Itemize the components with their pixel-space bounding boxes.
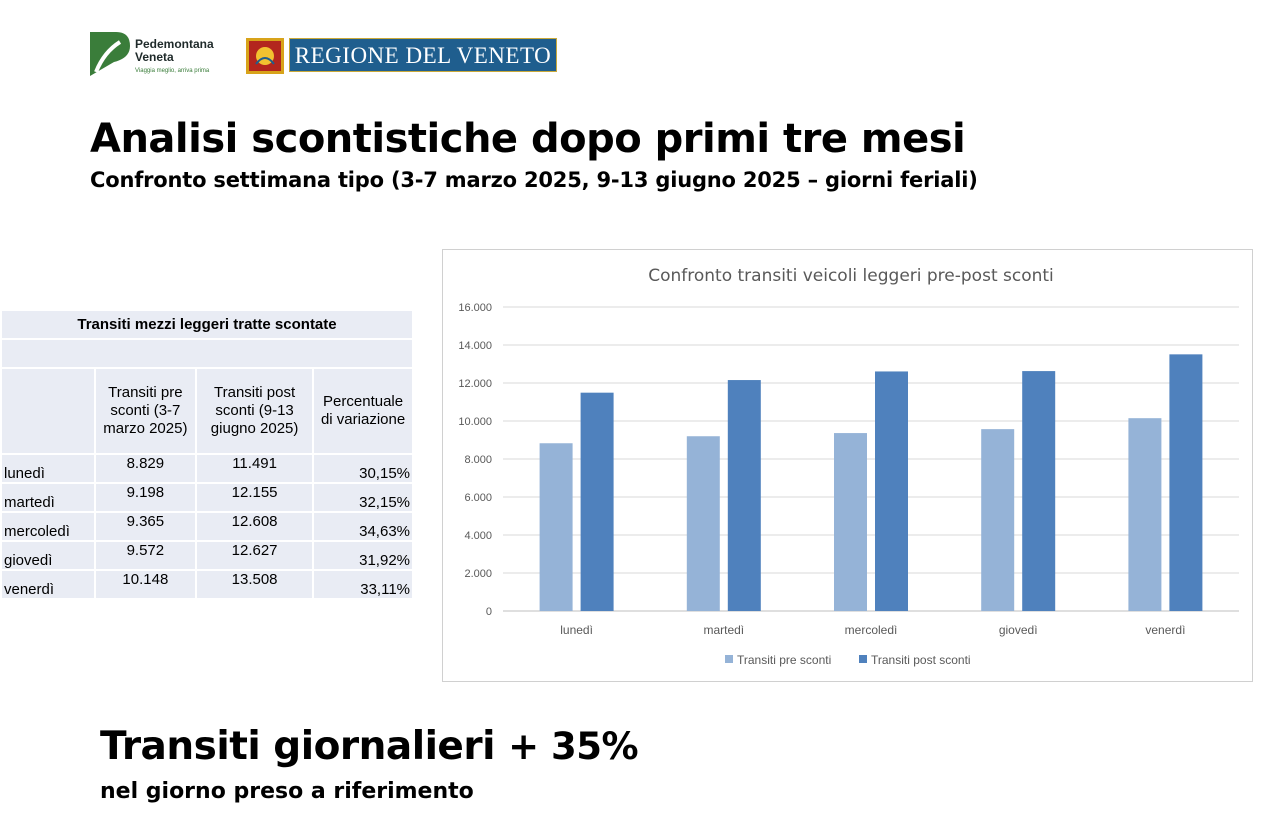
- pedemontana-mark-icon: [90, 32, 130, 76]
- bar-pre: [981, 429, 1015, 611]
- x-tick-label: venerdì: [1145, 623, 1185, 637]
- table-cell-day: giovedì: [2, 542, 94, 569]
- regione-veneto-logo: REGIONE DEL VENETO: [246, 38, 558, 74]
- bar-pre: [539, 443, 573, 611]
- bar-post: [875, 371, 908, 611]
- y-tick-label: 12.000: [458, 378, 492, 390]
- table-cell-variation: 34,63%: [314, 513, 412, 540]
- table-cell-pre: 10.148: [95, 571, 196, 598]
- table-cell-variation: 31,92%: [314, 542, 412, 569]
- page-subtitle: Confronto settimana tipo (3-7 marzo 2025…: [90, 168, 978, 192]
- table-cell-post: 13.508: [197, 571, 313, 598]
- bar-post: [727, 380, 761, 611]
- table-cell-post: 12.155: [197, 484, 313, 511]
- y-tick-label: 14.000: [458, 340, 492, 352]
- y-tick-label: 8.000: [464, 454, 492, 466]
- table-cell-post: 12.608: [197, 513, 313, 540]
- bar-post: [580, 392, 614, 611]
- legend-swatch: [725, 655, 733, 663]
- table-header-day: [2, 369, 94, 453]
- chart-title: Confronto transiti veicoli leggeri pre-p…: [648, 266, 1054, 286]
- pedemontana-tagline: Viaggia meglio, arriva prima: [135, 68, 210, 74]
- table-row: mercoledì 9.365 12.608 34,63%: [2, 513, 412, 540]
- table-cell-pre: 9.365: [95, 513, 196, 540]
- table-cell-pre: 9.198: [95, 484, 196, 511]
- y-tick-label: 0: [486, 606, 492, 618]
- bar-post: [1022, 371, 1056, 611]
- x-tick-label: mercoledì: [845, 623, 898, 637]
- table-row: lunedì 8.829 11.491 30,15%: [2, 455, 412, 482]
- table-blank-row: [2, 340, 412, 367]
- table-cell-day: martedì: [2, 484, 94, 511]
- x-tick-label: martedì: [703, 623, 744, 637]
- bar-pre: [1128, 418, 1162, 611]
- regione-veneto-banner: REGIONE DEL VENETO: [289, 38, 557, 72]
- table-header-variation: Percentuale di variazione: [314, 369, 412, 453]
- lion-emblem-icon: [246, 38, 284, 74]
- table-cell-variation: 33,11%: [314, 571, 412, 598]
- regione-veneto-name: REGIONE DEL VENETO: [294, 43, 552, 68]
- page-title: Analisi scontistiche dopo primi tre mesi: [90, 116, 966, 162]
- y-tick-label: 6.000: [464, 492, 492, 504]
- bar-pre: [834, 433, 867, 611]
- legend-label: Transiti post sconti: [871, 653, 971, 667]
- table-cell-post: 11.491: [197, 455, 313, 482]
- table-cell-day: mercoledì: [2, 513, 94, 540]
- table-header-post: Transiti post sconti (9-13 giugno 2025): [197, 369, 313, 453]
- table-title: Transiti mezzi leggeri tratte scontate: [2, 311, 412, 338]
- table-header-pre: Transiti pre sconti (3-7 marzo 2025): [95, 369, 196, 453]
- table-cell-day: lunedì: [2, 455, 94, 482]
- table-row: giovedì 9.572 12.627 31,92%: [2, 542, 412, 569]
- bar-pre: [686, 436, 720, 611]
- transits-table: Transiti mezzi leggeri tratte scontate T…: [0, 309, 414, 600]
- table-cell-post: 12.627: [197, 542, 313, 569]
- y-tick-label: 16.000: [458, 302, 492, 314]
- y-tick-label: 2.000: [464, 568, 492, 580]
- x-tick-label: giovedì: [999, 623, 1038, 637]
- table-row: martedì 9.198 12.155 32,15%: [2, 484, 412, 511]
- pedemontana-name: Pedemontana Veneta: [135, 37, 214, 64]
- y-tick-label: 10.000: [458, 416, 492, 428]
- table-cell-variation: 32,15%: [314, 484, 412, 511]
- pedemontana-logo: Pedemontana Veneta Viaggia meglio, arriv…: [90, 32, 230, 78]
- table-cell-pre: 8.829: [95, 455, 196, 482]
- legend-swatch: [859, 655, 867, 663]
- chart-panel: Confronto transiti veicoli leggeri pre-p…: [442, 249, 1253, 682]
- bar-post: [1169, 354, 1203, 611]
- table-cell-pre: 9.572: [95, 542, 196, 569]
- table-row: venerdì 10.148 13.508 33,11%: [2, 571, 412, 598]
- bar-chart: Confronto transiti veicoli leggeri pre-p…: [458, 266, 1239, 667]
- headline-percentage: + 35%: [508, 725, 639, 768]
- x-tick-label: lunedì: [560, 623, 593, 637]
- legend-label: Transiti pre sconti: [737, 653, 831, 667]
- y-tick-label: 4.000: [464, 530, 492, 542]
- headline-subtext: nel giorno preso a riferimento: [100, 779, 474, 804]
- headline: Transiti giornalieri + 35%: [100, 724, 639, 769]
- headline-text: Transiti giornalieri: [100, 724, 496, 769]
- table-cell-variation: 30,15%: [314, 455, 412, 482]
- table-cell-day: venerdì: [2, 571, 94, 598]
